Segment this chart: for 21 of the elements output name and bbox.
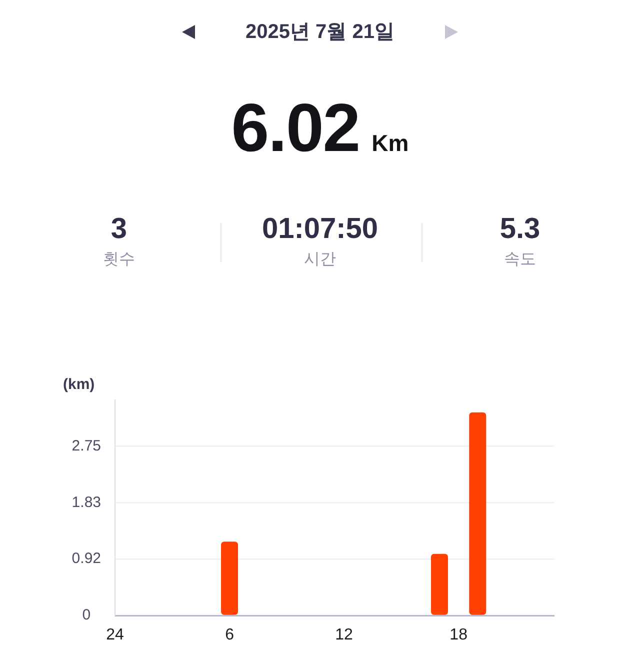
text: 6.02 [231, 90, 360, 166]
y-tick-label: 2.75 [72, 437, 102, 454]
bar [221, 542, 238, 615]
x-tick-label: 6 [225, 626, 234, 644]
text: 시간 [303, 250, 337, 270]
y-tick-label: 0.92 [72, 550, 102, 567]
text: 횟수 [102, 250, 136, 270]
y-tick-label: 0 [82, 606, 91, 624]
x-tick-label: 12 [335, 626, 354, 644]
text: 01:07:50 [260, 212, 380, 246]
y-tick-label: 1.83 [72, 494, 102, 511]
text: 5.3 [498, 212, 542, 246]
text: 속도 [503, 250, 537, 270]
text: 3 [110, 212, 128, 246]
bar [430, 554, 448, 615]
chart-title: 2025년 7월 21일 [244, 20, 396, 45]
text: Km [372, 130, 409, 156]
x-tick-label: 18 [450, 626, 468, 644]
bar [469, 412, 486, 615]
x-tick-label: 24 [106, 626, 124, 644]
y-axis-title: (km) [63, 375, 95, 395]
